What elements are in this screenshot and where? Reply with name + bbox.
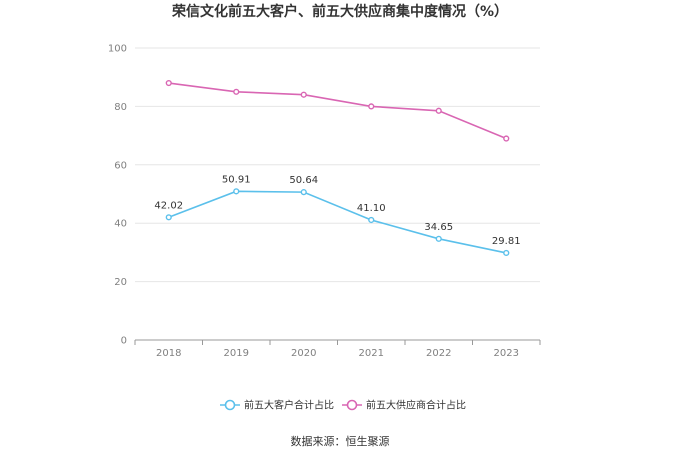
data-source: 数据来源：恒生聚源	[291, 434, 390, 448]
x-tick-label: 2018	[156, 348, 181, 359]
data-label: 34.65	[424, 222, 453, 233]
data-label: 41.10	[357, 203, 386, 214]
series-line	[168, 190, 507, 254]
legend[interactable]: 前五大客户合计占比 前五大供应商合计占比	[220, 399, 466, 412]
legend-marker	[224, 399, 236, 411]
series-group: 42.02 50.91 50.64 41.10 34.65 29.81	[154, 79, 521, 257]
data-label: 50.91	[222, 174, 251, 185]
x-tick-label: 2020	[291, 348, 316, 359]
y-tick-label: 80	[114, 102, 127, 113]
x-tick-label: 2021	[359, 348, 384, 359]
x-tick-label: 2023	[494, 348, 519, 359]
y-tick-label: 0	[121, 336, 127, 347]
data-label: 42.02	[154, 200, 183, 211]
data-point[interactable]	[233, 88, 240, 95]
data-point[interactable]	[300, 91, 307, 98]
data-point[interactable]	[503, 249, 510, 257]
data-point[interactable]	[165, 214, 172, 221]
y-tick-label: 60	[114, 160, 127, 171]
data-point[interactable]	[368, 103, 375, 110]
data-point[interactable]	[435, 107, 442, 114]
data-label: 50.64	[289, 175, 318, 186]
data-point[interactable]	[300, 189, 307, 196]
series-2	[165, 79, 510, 142]
data-label: 29.81	[492, 236, 521, 247]
legend-item-2[interactable]: 前五大供应商合计占比	[342, 399, 466, 412]
y-tick-label: 40	[114, 219, 127, 230]
x-tick-label: 2019	[224, 348, 249, 359]
data-point[interactable]	[435, 235, 442, 242]
legend-label: 前五大供应商合计占比	[366, 399, 466, 412]
series-1: 42.02 50.91 50.64 41.10 34.65 29.81	[154, 174, 521, 257]
x-axis: 2018 2019 2020 2021 2022 2023	[134, 339, 541, 359]
data-point[interactable]	[503, 135, 510, 142]
grid-lines	[135, 47, 540, 283]
data-point[interactable]	[368, 216, 375, 224]
y-tick-label: 100	[108, 44, 127, 55]
chart-title: 荣信文化前五大客户、前五大供应商集中度情况（%）	[171, 3, 508, 20]
legend-item-1[interactable]: 前五大客户合计占比	[220, 399, 334, 412]
x-tick-label: 2022	[426, 348, 451, 359]
data-point[interactable]	[233, 188, 240, 195]
data-point[interactable]	[165, 79, 172, 87]
legend-marker	[346, 399, 358, 411]
series-line	[168, 82, 507, 140]
y-axis: 0 20 40 60 80 100	[108, 44, 127, 347]
legend-label: 前五大客户合计占比	[244, 399, 334, 412]
y-tick-label: 20	[114, 277, 127, 288]
